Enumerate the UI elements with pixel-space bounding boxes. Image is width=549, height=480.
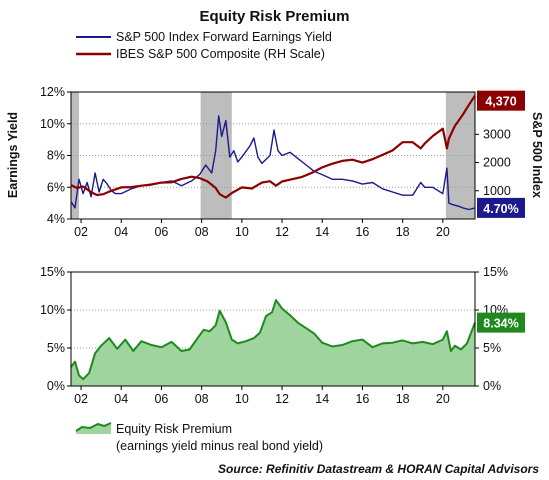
y-tick-label: 10% [40,303,65,317]
sp500-end-label: 4,370 [485,95,516,109]
earnings-yield-line [70,115,476,211]
yield-end-badge [477,197,525,218]
x-tick-label: 04 [114,392,128,406]
y-tick-label: 12% [40,85,65,99]
x-tick-label: 06 [154,225,168,239]
plot-frame [70,271,476,387]
y-tick-label: 0% [47,379,65,393]
x-tick-label: 04 [114,225,128,239]
legend-label-earnings-yield: S&P 500 Index Forward Earnings Yield [116,30,332,44]
y2-tick-label: 1000 [483,184,511,198]
y2-tick-label: 3000 [483,127,511,141]
x-tick-label: 20 [436,225,450,239]
erp-line [70,299,476,381]
y-tick-label: 8% [47,149,65,163]
erp-end-label: 8.34% [483,317,518,331]
x-tick-label: 14 [315,392,329,406]
x-tick-label: 18 [396,392,410,406]
y-tick-label: 6% [47,180,65,194]
erp-area [71,300,475,386]
x-tick-label: 08 [195,225,209,239]
legend-label-erp: Equity Risk Premium [116,422,232,436]
y-tick-label: 5% [47,341,65,355]
y-tick-label: 10% [40,117,65,131]
x-tick-label: 12 [275,392,289,406]
x-tick-label: 14 [315,225,329,239]
x-tick-label: 12 [275,225,289,239]
y2-tick-label: 0% [483,379,501,393]
x-tick-label: 02 [74,225,88,239]
sp500-line [70,95,476,199]
x-tick-label: 10 [235,392,249,406]
legend-swatch-erp-line [75,422,112,432]
chart-title: Equity Risk Premium [199,8,350,25]
x-tick-label: 18 [396,225,410,239]
x-tick-label: 02 [74,392,88,406]
y-tick-label: 4% [47,212,65,226]
x-tick-label: 06 [154,392,168,406]
recession-shade [71,92,80,219]
yield-end-label: 4.70% [483,202,518,216]
y2-tick-label: 5% [483,341,501,355]
legend-label-erp-note: (earnings yield minus real bond yield) [116,439,324,453]
y2-tick-label: 15% [483,265,508,279]
x-tick-label: 10 [235,225,249,239]
y-tick-label: 15% [40,265,65,279]
legend-label-sp500: IBES S&P 500 Composite (RH Scale) [116,47,325,61]
erp-end-badge [477,312,525,333]
x-tick-label: 08 [195,392,209,406]
y2-tick-label: 2000 [483,156,511,170]
x-tick-label: 20 [436,392,450,406]
x-tick-label: 16 [355,392,369,406]
sp500-end-badge [477,90,525,111]
x-tick-label: 16 [355,225,369,239]
source-note: Source: Refinitiv Datastream & HORAN Cap… [218,462,539,476]
